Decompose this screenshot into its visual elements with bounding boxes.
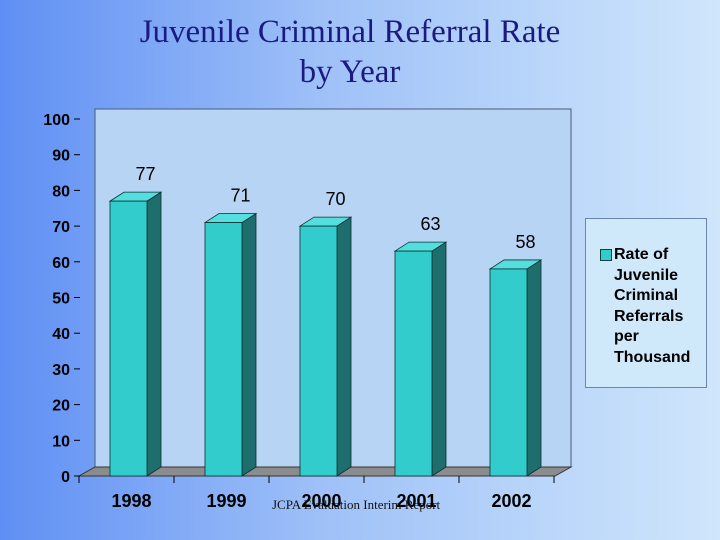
x-category-label: 2002	[491, 491, 531, 511]
y-tick-label: 10	[52, 433, 70, 450]
y-tick-label: 60	[52, 255, 70, 272]
data-label: 71	[230, 186, 250, 206]
bar-side	[146, 191, 162, 477]
y-tick-label: 70	[52, 219, 70, 236]
footer-note: JCPA Evaluation Interim Report	[272, 497, 441, 512]
x-category-label: 2000	[301, 491, 341, 511]
legend: Rate of Juvenile Criminal Referrals per …	[585, 218, 707, 388]
y-tick-label: 40	[52, 326, 70, 343]
x-category-label: 2001	[396, 491, 436, 511]
bar	[489, 268, 528, 477]
y-tick-label: 100	[43, 112, 70, 129]
y-tick-label: 20	[52, 398, 70, 415]
x-category-label: 1998	[111, 491, 151, 511]
bar	[394, 250, 433, 477]
data-label: 77	[135, 164, 155, 184]
bar-side	[336, 216, 352, 477]
y-tick-label: 0	[61, 469, 70, 486]
y-tick-label: 90	[52, 148, 70, 165]
data-label: 63	[420, 214, 440, 234]
bar	[299, 225, 338, 477]
bar	[109, 200, 148, 477]
legend-label: Rate of Juvenile Criminal Referrals per …	[614, 246, 691, 366]
data-label: 58	[515, 232, 535, 252]
slide-title: Juvenile Criminal Referral Rate by Year	[60, 12, 640, 92]
data-label: 70	[325, 189, 345, 209]
x-category-label: 1999	[206, 491, 246, 511]
y-tick-label: 50	[52, 291, 70, 308]
bar-side	[431, 241, 447, 477]
bar-side	[241, 212, 257, 477]
bar	[204, 222, 243, 477]
legend-swatch	[600, 249, 612, 261]
y-tick-label: 30	[52, 362, 70, 379]
y-tick-label: 80	[52, 183, 70, 200]
bar-side	[526, 259, 542, 477]
title-line-2: by Year	[299, 54, 401, 90]
title-line-1: Juvenile Criminal Referral Rate	[139, 14, 561, 50]
